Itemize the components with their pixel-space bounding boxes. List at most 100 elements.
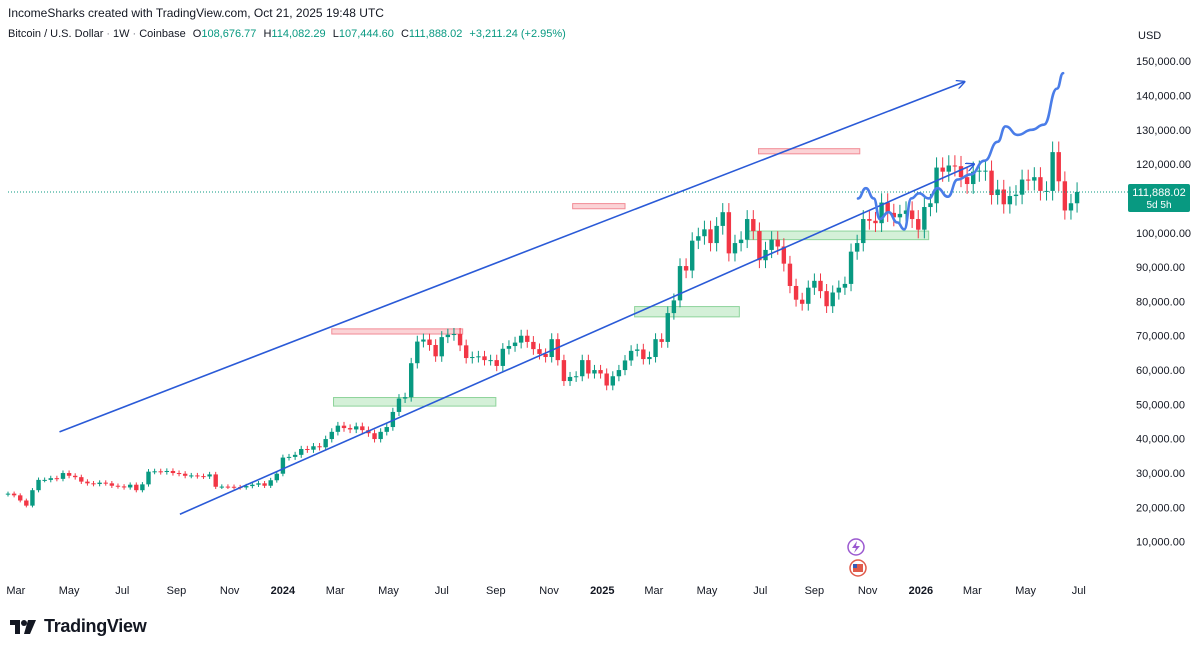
candle-body [30, 490, 35, 506]
event-marks [847, 538, 867, 577]
candle-body [683, 266, 689, 271]
candle-body [439, 337, 444, 357]
zones-layer [331, 148, 930, 407]
candle-body [1056, 152, 1061, 182]
legend-change: +3,211.24 (+2.95%) [469, 28, 566, 40]
candle-body [1019, 179, 1025, 195]
candle-body [879, 202, 884, 224]
candle-body [341, 425, 347, 429]
channel-line-lower [179, 164, 974, 515]
candle-body [317, 446, 322, 448]
x-tick-label: Sep [167, 585, 187, 597]
currency-label[interactable]: USD [1138, 30, 1162, 42]
candle-body [818, 280, 823, 292]
candle-body [1074, 191, 1080, 204]
candle-body [720, 212, 725, 226]
candle-body [384, 427, 389, 432]
candle-body [928, 203, 933, 208]
candle-body [598, 370, 603, 374]
tradingview-footer[interactable]: TradingView [8, 616, 147, 637]
y-tick-label: 80,000.00 [1136, 296, 1185, 308]
symbol-legend: Bitcoin / U.S. Dollar · 1W · Coinbase O108,6… [8, 28, 566, 40]
candle-body [402, 397, 408, 399]
x-tick-label: Nov [220, 585, 240, 597]
x-tick-label: Jul [115, 585, 129, 597]
candle-body [971, 171, 976, 185]
candle-body [812, 280, 817, 288]
candle-body [702, 229, 707, 237]
x-tick-label: 2025 [590, 585, 614, 597]
candle-body [127, 484, 133, 488]
candle-body [470, 357, 475, 359]
candle-body [195, 475, 200, 477]
candle-body [628, 350, 634, 361]
y-tick-label: 110,000.00 [1136, 193, 1190, 205]
y-tick-label: 90,000.00 [1136, 262, 1185, 274]
y-tick-label: 70,000.00 [1136, 331, 1185, 343]
candle-body [665, 313, 670, 342]
candle-body [1007, 196, 1013, 205]
candle-body [152, 471, 157, 473]
candle-body [604, 373, 609, 386]
candle-body [292, 454, 298, 457]
support-zone [745, 230, 930, 241]
y-tick-label: 140,000.00 [1136, 90, 1191, 102]
candle-body [738, 239, 744, 244]
legend-exchange: Coinbase [139, 28, 186, 40]
legend-symbol[interactable]: Bitcoin / U.S. Dollar [8, 28, 104, 40]
candle-body [488, 360, 493, 362]
candle-body [213, 474, 218, 487]
price-axis: 10,000.00 20,000.00 30,000.00 40,000.00 50,0… [1128, 56, 1191, 549]
candle-body [1032, 177, 1037, 181]
candle-body [1050, 152, 1055, 191]
candle-body [115, 485, 121, 487]
candle-body [390, 411, 396, 428]
candle-body [775, 239, 780, 247]
candle-body [54, 478, 60, 480]
candle-body [164, 470, 170, 473]
candle-body [897, 213, 903, 218]
candle-body [250, 484, 255, 487]
candle-body [500, 348, 506, 366]
candle-body [940, 167, 945, 172]
candle-body [433, 345, 438, 357]
candle-body [170, 470, 176, 474]
candle-body [158, 471, 163, 473]
candle-body [934, 167, 939, 204]
candle-body [696, 236, 701, 241]
candle-body [573, 376, 579, 378]
candle-body [616, 370, 622, 377]
candle-body [48, 478, 53, 480]
candle-body [408, 363, 414, 398]
candle-body [97, 482, 102, 485]
candle-body [72, 475, 78, 478]
candle-body [335, 425, 341, 432]
legend-open-label: O [192, 28, 202, 40]
legend-high-label: H [263, 28, 272, 40]
candle-body [537, 349, 542, 354]
time-axis: Mar May Jul Sep Nov 2024 Mar May Jul Sep Nov 2025 Ma… [6, 585, 1085, 597]
candle-body [958, 166, 964, 178]
candle-body [372, 433, 377, 440]
candle-body [329, 431, 334, 440]
us-flag-icon [853, 564, 863, 572]
candle-body [231, 486, 237, 488]
candle-body [24, 500, 29, 506]
candle-body [415, 341, 420, 364]
candle-body [457, 334, 463, 346]
candle-body [463, 345, 469, 359]
candle-body [793, 285, 799, 300]
candle-body [1001, 189, 1006, 205]
candle-body [66, 473, 72, 476]
candle-body [1068, 203, 1074, 211]
candle-body [586, 360, 591, 374]
candle-body [427, 339, 432, 346]
candle-body [952, 165, 958, 167]
candle-body [781, 246, 787, 264]
candle-body [18, 495, 23, 501]
legend-close-label: C [400, 28, 409, 40]
candle-body [91, 483, 96, 485]
candle-body [11, 493, 17, 496]
legend-interval[interactable]: 1W [113, 28, 130, 40]
